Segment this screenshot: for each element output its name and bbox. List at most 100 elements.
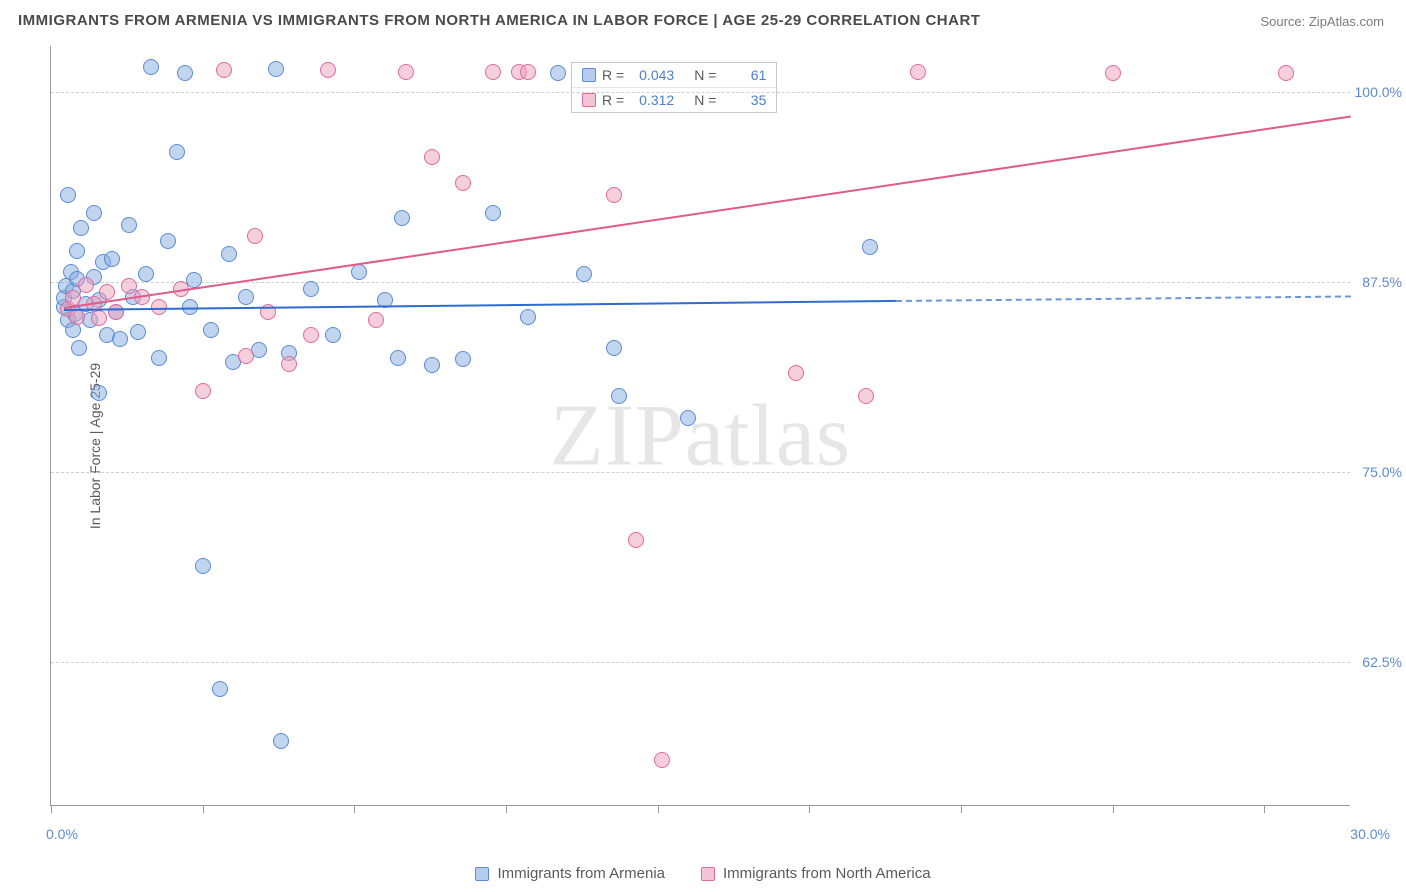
r-label: R = <box>602 67 624 83</box>
data-point <box>78 277 94 293</box>
data-point <box>1278 65 1294 81</box>
regression-line <box>896 295 1351 302</box>
data-point <box>611 388 627 404</box>
data-point <box>216 62 232 78</box>
y-tick-label: 62.5% <box>1362 654 1402 670</box>
y-tick-label: 100.0% <box>1355 84 1402 100</box>
data-point <box>112 331 128 347</box>
data-point <box>268 61 284 77</box>
data-point <box>281 356 297 372</box>
data-point <box>177 65 193 81</box>
x-tick <box>1264 805 1265 813</box>
x-tick <box>354 805 355 813</box>
bottom-legend: Immigrants from Armenia Immigrants from … <box>0 865 1406 882</box>
data-point <box>862 239 878 255</box>
data-point <box>151 350 167 366</box>
r-value-north-america: 0.312 <box>630 92 674 108</box>
data-point <box>221 246 237 262</box>
data-point <box>71 340 87 356</box>
data-point <box>424 149 440 165</box>
data-point <box>99 284 115 300</box>
x-min-label: 0.0% <box>46 826 78 842</box>
data-point <box>1105 65 1121 81</box>
gridline <box>51 472 1350 473</box>
legend-item-armenia: Immigrants from Armenia <box>475 865 665 882</box>
data-point <box>247 228 263 244</box>
data-point <box>910 64 926 80</box>
data-point <box>143 59 159 75</box>
data-point <box>130 324 146 340</box>
data-point <box>325 327 341 343</box>
data-point <box>60 187 76 203</box>
data-point <box>273 733 289 749</box>
data-point <box>606 340 622 356</box>
swatch-north-america-icon <box>701 867 715 881</box>
data-point <box>398 64 414 80</box>
data-point <box>73 220 89 236</box>
data-point <box>858 388 874 404</box>
data-point <box>160 233 176 249</box>
source-label: Source: ZipAtlas.com <box>1260 14 1384 29</box>
legend-label-north-america: Immigrants from North America <box>723 865 931 882</box>
regression-line <box>64 116 1351 309</box>
data-point <box>69 309 85 325</box>
swatch-armenia-icon <box>582 68 596 82</box>
data-point <box>680 410 696 426</box>
r-value-armenia: 0.043 <box>630 67 674 83</box>
y-tick-label: 87.5% <box>1362 274 1402 290</box>
data-point <box>169 144 185 160</box>
r-label: R = <box>602 92 624 108</box>
data-point <box>121 217 137 233</box>
x-tick <box>809 805 810 813</box>
stats-legend: R = 0.043 N = 61 R = 0.312 N = 35 <box>571 62 777 113</box>
data-point <box>368 312 384 328</box>
x-tick <box>1113 805 1114 813</box>
data-point <box>628 532 644 548</box>
data-point <box>195 383 211 399</box>
data-point <box>238 348 254 364</box>
data-point <box>455 175 471 191</box>
stats-row-armenia: R = 0.043 N = 61 <box>572 63 776 87</box>
data-point <box>576 266 592 282</box>
data-point <box>788 365 804 381</box>
legend-label-armenia: Immigrants from Armenia <box>497 865 665 882</box>
n-value-north-america: 35 <box>722 92 766 108</box>
plot-area: ZIPatlas R = 0.043 N = 61 R = 0.312 N = … <box>50 46 1350 806</box>
watermark-text: ZIPatlas <box>550 387 851 484</box>
x-tick <box>51 805 52 813</box>
data-point <box>65 322 81 338</box>
swatch-armenia-icon <box>475 867 489 881</box>
gridline <box>51 92 1350 93</box>
data-point <box>108 304 124 320</box>
legend-item-north-america: Immigrants from North America <box>701 865 931 882</box>
data-point <box>424 357 440 373</box>
x-tick <box>961 805 962 813</box>
n-label: N = <box>694 67 716 83</box>
data-point <box>212 681 228 697</box>
data-point <box>394 210 410 226</box>
data-point <box>351 264 367 280</box>
x-tick <box>506 805 507 813</box>
data-point <box>86 205 102 221</box>
data-point <box>654 752 670 768</box>
data-point <box>520 64 536 80</box>
data-point <box>520 309 536 325</box>
y-tick-label: 75.0% <box>1362 464 1402 480</box>
data-point <box>91 310 107 326</box>
swatch-north-america-icon <box>582 93 596 107</box>
data-point <box>320 62 336 78</box>
data-point <box>455 351 471 367</box>
data-point <box>606 187 622 203</box>
data-point <box>303 327 319 343</box>
data-point <box>485 205 501 221</box>
data-point <box>69 243 85 259</box>
data-point <box>138 266 154 282</box>
data-point <box>104 251 120 267</box>
data-point <box>195 558 211 574</box>
data-point <box>550 65 566 81</box>
x-tick <box>658 805 659 813</box>
n-value-armenia: 61 <box>722 67 766 83</box>
data-point <box>203 322 219 338</box>
gridline <box>51 662 1350 663</box>
data-point <box>91 385 107 401</box>
